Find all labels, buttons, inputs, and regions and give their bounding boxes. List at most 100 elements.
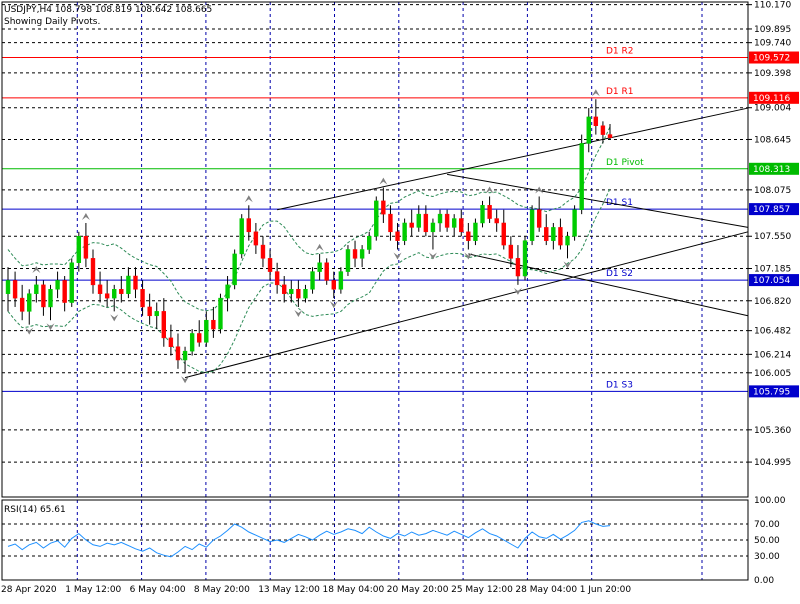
bear-candle	[607, 134, 613, 138]
bear-candle	[274, 271, 280, 286]
bear-candle	[600, 125, 606, 135]
bull-candle	[310, 271, 315, 290]
bull-candle	[359, 249, 365, 259]
bull-candle	[126, 275, 131, 294]
price-tick-label: 109.740	[754, 39, 791, 49]
bull-candle	[551, 227, 556, 241]
bear-candle	[104, 293, 110, 299]
bear-candle	[133, 275, 138, 290]
fractal-up-icon	[32, 266, 41, 274]
fractal-up-icon	[379, 177, 388, 185]
bear-candle	[544, 227, 549, 241]
pivot-price-tag-text: 105.795	[753, 387, 790, 397]
bear-candle	[119, 289, 124, 294]
bear-candle	[593, 116, 599, 126]
price-panel-frame	[1, 1, 749, 498]
pivot-price-tag-text: 107.054	[753, 276, 790, 286]
bull-candle	[579, 143, 584, 210]
fractal-down-icon	[329, 301, 338, 309]
bear-candle	[444, 213, 450, 228]
bull-candle	[225, 284, 230, 299]
rsi-tick-label: 100.00	[754, 496, 786, 506]
bull-candle	[565, 235, 570, 246]
x-tick-label: 18 May 04:00	[323, 585, 385, 595]
rsi-tick-label: 30.00	[754, 552, 780, 562]
pivot-line-label: D1 S3	[606, 380, 633, 390]
fractal-down-icon	[563, 261, 572, 269]
rsi-panel-frame	[1, 499, 749, 581]
x-tick-label: 1 Jun 20:00	[580, 585, 632, 595]
bull-candle	[218, 297, 223, 330]
bear-candle	[395, 231, 400, 241]
bear-candle	[41, 284, 46, 308]
bear-candle	[97, 284, 103, 294]
price-tick-label: 109.398	[754, 69, 791, 79]
rsi-line	[7, 520, 611, 558]
bull-candle	[69, 262, 74, 303]
lower-band	[7, 188, 611, 374]
price-tick-label: 106.214	[754, 350, 791, 360]
bull-candle	[345, 249, 351, 272]
price-tick-label: 106.482	[754, 327, 791, 337]
bull-candle	[402, 222, 407, 241]
fractal-up-icon	[535, 186, 544, 194]
rsi-panel: 100.00 70.00 50.00 30.00 0.00	[2, 496, 786, 586]
symbol-header: USDJPY,H4 108.798 108.819 108.642 108.66…	[4, 5, 212, 15]
pivot-line-label: D1 Pivot	[606, 158, 644, 168]
bear-candle	[515, 258, 521, 277]
upper-band	[7, 126, 611, 312]
bull-candle	[529, 209, 535, 241]
x-tick-label: 6 May 04:00	[130, 585, 186, 595]
bear-candle	[459, 218, 464, 233]
bull-candle	[522, 240, 528, 277]
bear-candle	[494, 218, 499, 224]
pivot-price-tag	[749, 91, 799, 104]
price-tick-label: 107.550	[754, 232, 791, 242]
x-tick-label: 20 May 20:00	[387, 585, 449, 595]
triangle-lower	[468, 253, 749, 317]
fractal-down-icon	[464, 252, 473, 260]
pivot-price-tag-text: 109.116	[753, 94, 790, 104]
bull-candle	[189, 333, 195, 352]
bear-candle	[83, 235, 89, 259]
bull-candle	[204, 319, 209, 343]
bear-candle	[267, 258, 273, 272]
bull-candle	[76, 235, 82, 264]
fractal-down-icon	[25, 327, 34, 335]
pivot-price-tag-text: 109.572	[753, 54, 790, 64]
fractal-up-icon	[81, 212, 90, 220]
bear-candle	[487, 205, 492, 219]
bands	[7, 126, 611, 374]
trend-lines	[184, 107, 749, 379]
rsi-header: RSI(14) 65.61	[4, 505, 66, 515]
bull-candle	[338, 271, 344, 290]
bear-candle	[501, 222, 506, 246]
x-tick-label: 8 May 20:00	[194, 585, 250, 595]
bear-candle	[381, 200, 386, 215]
fractal-down-icon	[393, 252, 402, 260]
bull-candle	[572, 209, 577, 237]
bear-candle	[147, 306, 152, 317]
bear-candle	[161, 311, 167, 339]
price-tick-label: 106.005	[754, 369, 791, 379]
bull-candle	[303, 289, 308, 299]
price-tick-label: 109.004	[754, 104, 791, 114]
fractal-up-icon	[315, 243, 324, 251]
pivot-price-tag-text: 108.313	[753, 165, 790, 175]
pivot-price-tag	[749, 51, 799, 64]
bull-candle	[34, 284, 39, 294]
bear-candle	[409, 222, 414, 228]
price-tick-label: 108.645	[754, 135, 791, 145]
bull-candle	[48, 289, 53, 308]
bull-candle	[27, 293, 32, 312]
axes: 28 Apr 2020 1 May 12:00 6 May 04:00 8 May 2…	[1, 1, 791, 595]
bull-candle	[55, 280, 60, 290]
bull-candle	[289, 289, 294, 294]
x-tick-label: 28 May 04:00	[515, 585, 577, 595]
bull-candle	[5, 280, 11, 294]
bear-candle	[296, 289, 301, 299]
rsi-tick-label: 50.00	[754, 536, 780, 546]
fractal-down-icon	[110, 314, 119, 322]
